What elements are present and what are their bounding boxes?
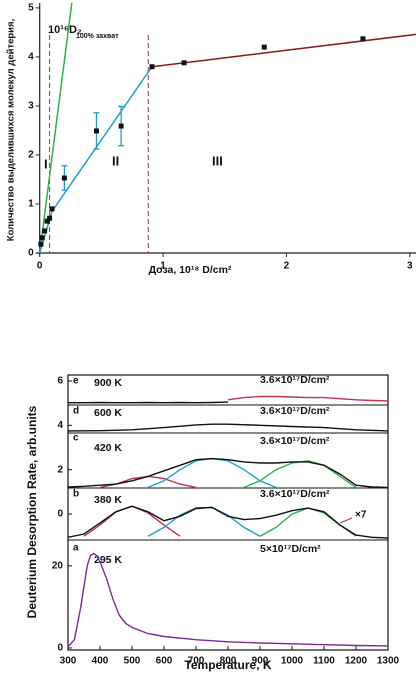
y-tick-label: 1 (28, 199, 34, 210)
fit-line (38, 2, 73, 254)
data-point (93, 128, 99, 134)
panel-temperature: 900 K (94, 377, 122, 389)
data-point (38, 241, 44, 247)
panel-letter: b (73, 489, 79, 500)
panel-dose: 3.6×10¹⁷D/cm² (260, 488, 330, 500)
line-label: 100% захват (76, 33, 119, 40)
data-point (261, 44, 267, 50)
panel-temperature: 380 K (94, 494, 122, 506)
data-point (360, 36, 366, 42)
y-tick-label: 0 (28, 248, 34, 259)
x-axis-title: Доза, 10¹⁸ D/cm² (149, 264, 232, 276)
x-tick-label: 1 (160, 261, 166, 272)
panel-letter: d (73, 406, 79, 417)
annotation-arrow (339, 517, 353, 524)
y-tick-label: 2 (28, 150, 34, 161)
x-tick-label: 300 (60, 656, 77, 667)
x-tick-label: 400 (92, 656, 109, 667)
x-tick-label: 700 (188, 656, 205, 667)
x-tick-label: 0 (37, 261, 43, 272)
data-point (181, 60, 187, 66)
y-unit-label: 10¹⁶D₂ (48, 24, 82, 36)
panel-letter: a (73, 543, 79, 554)
data-point (61, 175, 67, 181)
y2-tick-label: 4 (57, 420, 63, 431)
series-line (67, 423, 389, 432)
panel-dose: 5×10¹⁷D/cm² (260, 543, 321, 555)
x-tick-label: 1300 (377, 656, 400, 667)
x-tick-label: 2 (284, 261, 290, 272)
data-point (39, 235, 45, 241)
y-tick-label: 5 (28, 3, 34, 14)
panel-dose: 3.6×10¹⁷D/cm² (260, 435, 330, 447)
series-line (83, 505, 181, 537)
y-tick-label: 20 (52, 560, 64, 571)
panel-dose: 3.6×10¹⁷D/cm² (260, 374, 330, 386)
y-tick-label: 4 (28, 52, 34, 63)
x-tick-label: 1100 (313, 656, 335, 667)
x-tick-label: 3 (407, 261, 413, 272)
region-label: II (112, 153, 119, 168)
x-tick-label: 1200 (345, 656, 368, 667)
y2-tick-label: 0 (57, 509, 63, 520)
x-tick-label: 600 (156, 656, 173, 667)
data-point (149, 64, 155, 70)
panel-dose: 3.6×10¹⁷D/cm² (260, 405, 330, 417)
fit-line (38, 66, 153, 254)
y-tick-label: 3 (28, 101, 34, 112)
y-axis-title: Deuterium Desorption Rate, arb.units (25, 405, 39, 618)
data-point (44, 218, 50, 224)
data-point (47, 215, 53, 221)
data-point (49, 206, 55, 212)
panel-letter: c (73, 433, 79, 444)
data-point (42, 228, 48, 234)
x-tick-label: 800 (220, 656, 237, 667)
y2-tick-label: 2 (57, 464, 63, 475)
x-tick-label: 900 (252, 656, 269, 667)
series-line (227, 395, 389, 402)
x-axis-title: Temperature, K (184, 658, 271, 672)
y-tick-label: 0 (57, 643, 63, 654)
panel-letter: e (73, 376, 79, 387)
y-axis-title: Количество выделившихся молекул дейтерия… (6, 19, 17, 241)
data-point (118, 123, 124, 129)
x-tick-label: 1000 (281, 656, 304, 667)
series-line (67, 505, 389, 539)
fit-line (151, 33, 416, 68)
annotation: ×7 (355, 510, 367, 521)
y2-tick-label: 6 (57, 376, 63, 387)
series-line (68, 401, 229, 404)
series-line (67, 457, 389, 489)
region-label: I (44, 156, 48, 171)
region-label: III (212, 153, 223, 168)
x-tick-label: 500 (124, 656, 141, 667)
series-line (147, 506, 261, 537)
series-line (99, 475, 197, 489)
panel-temperature: 600 K (94, 407, 122, 419)
panel-temperature: 420 K (94, 442, 122, 454)
series-line (67, 552, 389, 648)
